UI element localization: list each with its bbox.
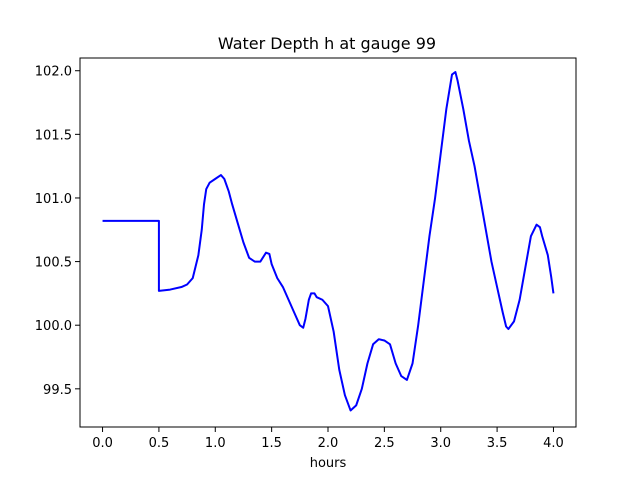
y-tick-label: 99.5	[43, 383, 72, 398]
series-line-0	[102, 71, 555, 412]
x-tick-label: 2.5	[374, 436, 395, 451]
x-tick-label: 2.0	[318, 436, 339, 451]
y-tick-label: 101.0	[35, 192, 72, 207]
x-tick-label: 3.5	[487, 436, 508, 451]
chart-title: Water Depth h at gauge 99	[218, 34, 436, 53]
x-tick-label: 0.0	[92, 436, 113, 451]
x-axis-label: hours	[310, 456, 347, 471]
x-tick-label: 1.5	[261, 436, 282, 451]
x-tick-label: 3.0	[430, 436, 451, 451]
y-tick-label: 100.0	[35, 319, 72, 334]
y-tick-label: 102.0	[35, 65, 72, 80]
x-tick-label: 0.5	[149, 436, 170, 451]
plot-frame	[79, 57, 577, 428]
x-tick-label: 4.0	[543, 436, 564, 451]
plot-area	[102, 71, 555, 412]
y-tick-label: 101.5	[35, 128, 72, 143]
y-tick-label: 100.5	[35, 256, 72, 271]
x-tick-label: 1.0	[205, 436, 226, 451]
y-axis: 99.5 100.0 100.5 101.0 101.5 102.0	[35, 65, 80, 398]
x-axis: 0.0 0.5 1.0 1.5 2.0 2.5 3.0 3.5 4.0	[92, 427, 564, 451]
